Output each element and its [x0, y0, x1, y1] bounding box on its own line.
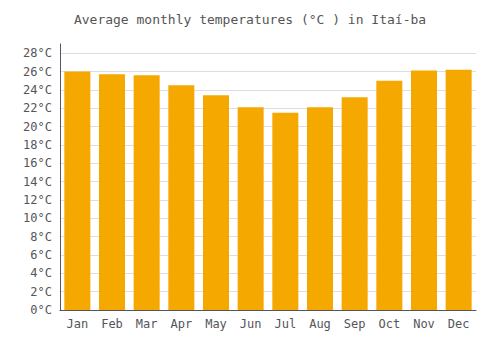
svg-text:26°C: 26°C	[23, 65, 52, 79]
svg-text:Sep: Sep	[344, 317, 366, 331]
svg-text:Aug: Aug	[309, 317, 331, 331]
svg-text:14°C: 14°C	[23, 175, 52, 189]
svg-text:22°C: 22°C	[23, 101, 52, 115]
svg-text:Jan: Jan	[66, 317, 88, 331]
svg-text:16°C: 16°C	[23, 156, 52, 170]
svg-text:Apr: Apr	[170, 317, 192, 331]
svg-text:Oct: Oct	[378, 317, 400, 331]
svg-text:Feb: Feb	[101, 317, 123, 331]
svg-text:10°C: 10°C	[23, 211, 52, 225]
svg-text:28°C: 28°C	[23, 46, 52, 60]
svg-text:0°C: 0°C	[30, 303, 52, 317]
svg-text:6°C: 6°C	[30, 248, 52, 262]
svg-text:18°C: 18°C	[23, 138, 52, 152]
svg-text:2°C: 2°C	[30, 285, 52, 299]
svg-text:4°C: 4°C	[30, 266, 52, 280]
svg-text:Average monthly temperatures (: Average monthly temperatures (°C ) in It…	[74, 12, 426, 27]
svg-text:May: May	[205, 317, 227, 331]
svg-text:24°C: 24°C	[23, 83, 52, 97]
svg-text:12°C: 12°C	[23, 193, 52, 207]
svg-text:Jul: Jul	[274, 317, 296, 331]
svg-text:Mar: Mar	[136, 317, 158, 331]
svg-text:Dec: Dec	[448, 317, 470, 331]
svg-text:8°C: 8°C	[30, 230, 52, 244]
svg-text:20°C: 20°C	[23, 120, 52, 134]
svg-text:Nov: Nov	[413, 317, 435, 331]
svg-text:Jun: Jun	[240, 317, 262, 331]
